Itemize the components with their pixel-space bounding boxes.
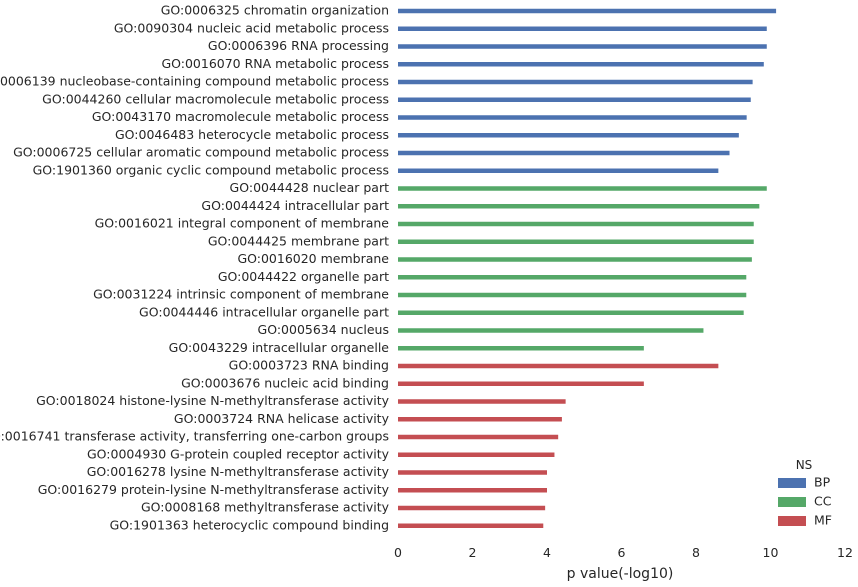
bar-cc: [398, 328, 704, 333]
bar-cc: [398, 221, 754, 227]
legend-swatch-mf: [778, 516, 806, 526]
bar-cc: [398, 275, 747, 280]
category-label: GO:0016070 RNA metabolic process: [161, 56, 389, 71]
bar-bp: [398, 115, 747, 120]
bar-cc: [398, 292, 747, 298]
category-label: GO:0008168 methyltransferase activity: [141, 500, 390, 515]
legend-label-mf: MF: [814, 513, 832, 528]
category-labels: GO:0006325 chromatin organization GO:0090…: [0, 3, 390, 533]
bar-cc: [398, 186, 767, 191]
x-axis: 0 2 4 6 8 10 12: [394, 545, 853, 560]
bar-mf: [398, 417, 562, 422]
category-label: GO:0006139 nucleobase-containing compoun…: [0, 74, 389, 89]
category-label: GO:0016279 protein-lysine N-methyltransf…: [38, 482, 390, 497]
x-tick-label: 6: [618, 545, 626, 560]
category-label: GO:0016278 lysine N-methyltransferase ac…: [87, 464, 390, 479]
category-label: GO:0044425 membrane part: [208, 233, 389, 248]
legend-swatch-cc: [778, 497, 806, 507]
bar-bp: [398, 97, 751, 102]
bars-layer: [398, 8, 777, 528]
legend-items: BP CC MF: [778, 475, 832, 528]
category-label: GO:0003724 RNA helicase activity: [174, 411, 390, 426]
category-label: GO:0043170 macromolecule metabolic proce…: [92, 109, 389, 124]
bar-cc: [398, 239, 754, 244]
bar-bp: [398, 79, 753, 85]
category-label: GO:0031224 intrinsic component of membra…: [93, 287, 389, 302]
x-axis-title: p value(-log10): [567, 566, 674, 582]
category-label: GO:0043229 intracellular organelle: [169, 340, 390, 355]
category-label: GO:0006396 RNA processing: [208, 38, 389, 53]
legend: NS BP CC MF: [778, 458, 832, 528]
category-label: GO:0016021 integral component of membran…: [95, 216, 390, 231]
bar-mf: [398, 470, 547, 475]
legend-label-cc: CC: [814, 494, 832, 509]
category-label: GO:0044260 cellular macromolecule metabo…: [42, 91, 389, 106]
bar-mf: [398, 505, 546, 511]
bar-bp: [398, 26, 767, 31]
bar-cc: [398, 204, 760, 209]
category-label: GO:1901360 organic cyclic compound metab…: [33, 162, 389, 177]
x-tick-label: 0: [394, 545, 402, 560]
category-label: GO:0003676 nucleic acid binding: [181, 375, 389, 390]
category-label: GO:0016020 membrane: [237, 251, 389, 266]
legend-title: NS: [796, 458, 813, 472]
bar-cc: [398, 310, 744, 315]
legend-label-bp: BP: [814, 475, 831, 490]
bar-mf: [398, 523, 544, 528]
category-label: GO:0006325 chromatin organization: [161, 3, 389, 18]
bar-mf: [398, 488, 547, 493]
x-tick-label: 8: [692, 545, 700, 560]
category-label: GO:0044446 intracellular organelle part: [139, 304, 389, 319]
category-label: GO:0044424 intracellular part: [201, 198, 389, 213]
x-tick-label: 2: [469, 545, 477, 560]
bar-mf: [398, 452, 555, 457]
bar-bp: [398, 8, 777, 14]
category-label: GO:0018024 histone-lysine N-methyltransf…: [36, 393, 389, 408]
category-label: GO:0016741 transferase activity, transfe…: [0, 429, 389, 444]
legend-swatch-bp: [778, 478, 806, 488]
category-label: GO:0004930 G-protein coupled receptor ac…: [87, 446, 390, 461]
bar-bp: [398, 62, 764, 67]
category-label: GO:0006725 cellular aromatic compound me…: [13, 145, 389, 160]
bar-cc: [398, 346, 644, 351]
category-label: GO:0005634 nucleus: [258, 322, 389, 337]
bar-bp: [398, 150, 730, 156]
bar-mf: [398, 363, 719, 369]
x-tick-label: 10: [763, 545, 779, 560]
category-label: GO:0044428 nuclear part: [230, 180, 390, 195]
bar-bp: [398, 133, 739, 138]
category-label: GO:0044422 organelle part: [218, 269, 389, 284]
bar-mf: [398, 399, 566, 404]
x-tick-label: 12: [837, 545, 853, 560]
bar-mf: [398, 434, 559, 440]
bar-bp: [398, 168, 719, 173]
bar-cc: [398, 257, 752, 262]
category-label: GO:0003723 RNA binding: [229, 358, 389, 373]
bar-mf: [398, 381, 644, 386]
category-label: GO:1901363 heterocyclic compound binding: [110, 517, 389, 532]
x-tick-label: 4: [543, 545, 551, 560]
category-label: GO:0090304 nucleic acid metabolic proces…: [114, 20, 389, 35]
category-label: GO:0046483 heterocycle metabolic process: [115, 127, 389, 142]
bar-bp: [398, 44, 767, 49]
